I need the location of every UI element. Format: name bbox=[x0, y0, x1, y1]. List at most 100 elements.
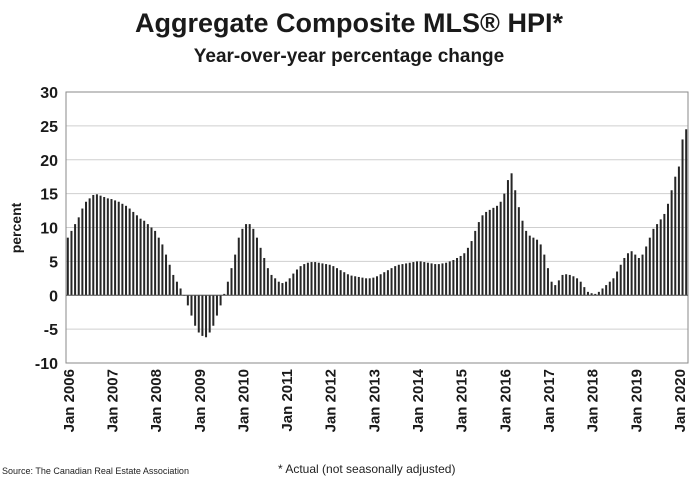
y-tick-label: 15 bbox=[40, 187, 58, 204]
bar bbox=[561, 274, 564, 296]
bar bbox=[685, 129, 688, 296]
bar bbox=[445, 262, 448, 296]
bar bbox=[365, 278, 368, 296]
bar bbox=[343, 272, 346, 296]
x-tick-label: Jan 2010 bbox=[235, 369, 252, 432]
y-tick-label: 10 bbox=[40, 221, 58, 238]
bar bbox=[186, 295, 189, 306]
bar bbox=[376, 276, 378, 296]
bar bbox=[161, 244, 164, 296]
bar bbox=[408, 262, 411, 296]
bar bbox=[139, 218, 142, 296]
bar bbox=[601, 288, 604, 296]
y-tick-label: 5 bbox=[49, 254, 58, 271]
bar bbox=[554, 285, 557, 296]
bar bbox=[605, 285, 608, 296]
bar bbox=[179, 288, 182, 296]
bar bbox=[412, 262, 415, 296]
bar bbox=[474, 230, 477, 296]
bar bbox=[637, 257, 640, 296]
bar bbox=[226, 281, 229, 296]
bar bbox=[481, 215, 484, 296]
bar bbox=[70, 230, 73, 296]
bar bbox=[485, 211, 488, 296]
bar bbox=[165, 254, 168, 296]
bar bbox=[95, 194, 98, 296]
bar bbox=[212, 295, 215, 326]
bar bbox=[557, 280, 560, 296]
x-tick-label: Jan 2016 bbox=[497, 369, 514, 432]
bar bbox=[368, 278, 371, 296]
bar bbox=[346, 274, 349, 296]
x-tick-labels: Jan 2006 Jan 2007 Jan 2008 Jan 2009 Jan 2010… bbox=[61, 368, 689, 432]
bar bbox=[583, 287, 586, 296]
source-note: Source: The Canadian Real Estate Associa… bbox=[2, 466, 189, 476]
bar bbox=[590, 293, 593, 296]
bar bbox=[616, 271, 619, 296]
bar bbox=[390, 268, 393, 296]
bar bbox=[223, 293, 226, 296]
y-tick-label: 20 bbox=[40, 153, 58, 170]
bar bbox=[172, 274, 175, 296]
bar bbox=[81, 208, 84, 296]
bar bbox=[477, 222, 480, 296]
bar bbox=[66, 237, 69, 296]
bar bbox=[295, 269, 298, 296]
bar bbox=[488, 209, 491, 296]
bar bbox=[299, 266, 302, 296]
bar bbox=[99, 195, 102, 296]
bar bbox=[645, 246, 648, 296]
bar bbox=[197, 295, 200, 333]
bar bbox=[201, 295, 204, 336]
chart-subtitle: Year-over-year percentage change bbox=[193, 46, 505, 67]
bar bbox=[314, 262, 317, 296]
x-tick-label: Jan 2009 bbox=[192, 369, 209, 432]
bar bbox=[132, 211, 135, 296]
bar bbox=[354, 276, 357, 296]
bar bbox=[539, 244, 542, 296]
bar bbox=[292, 273, 295, 296]
bar bbox=[379, 274, 382, 296]
bar bbox=[205, 295, 208, 338]
bar bbox=[335, 268, 338, 296]
bar bbox=[157, 237, 160, 296]
bar bbox=[670, 190, 673, 296]
axes bbox=[65, 91, 689, 364]
bar bbox=[281, 283, 284, 296]
y-tick-label: -10 bbox=[35, 356, 58, 373]
bar bbox=[525, 230, 528, 296]
bar bbox=[114, 200, 117, 296]
bar bbox=[394, 266, 397, 296]
bar bbox=[666, 203, 669, 296]
bar bbox=[332, 266, 335, 296]
bar bbox=[117, 201, 120, 296]
bar bbox=[521, 220, 524, 296]
bars bbox=[66, 129, 688, 338]
bar bbox=[317, 262, 320, 296]
bar bbox=[103, 197, 106, 296]
bar bbox=[677, 166, 680, 296]
bar bbox=[532, 237, 535, 296]
bar bbox=[361, 277, 364, 296]
bar bbox=[190, 295, 193, 316]
bar bbox=[255, 237, 258, 296]
bar bbox=[572, 276, 575, 296]
bar bbox=[208, 295, 211, 333]
bar bbox=[285, 281, 288, 296]
bar bbox=[383, 272, 386, 296]
bar bbox=[259, 247, 262, 296]
gridlines bbox=[66, 91, 688, 364]
x-tick-label: Jan 2006 bbox=[61, 369, 78, 432]
bar bbox=[619, 264, 622, 296]
bar bbox=[128, 208, 131, 296]
bar bbox=[568, 274, 571, 296]
bar bbox=[546, 268, 549, 296]
x-tick-label: Jan 2008 bbox=[148, 369, 165, 432]
bar bbox=[565, 274, 568, 296]
bar bbox=[496, 205, 499, 296]
bar bbox=[543, 254, 546, 296]
bar bbox=[681, 139, 684, 296]
bar bbox=[74, 224, 77, 296]
x-tick-label: Jan 2019 bbox=[628, 369, 645, 432]
